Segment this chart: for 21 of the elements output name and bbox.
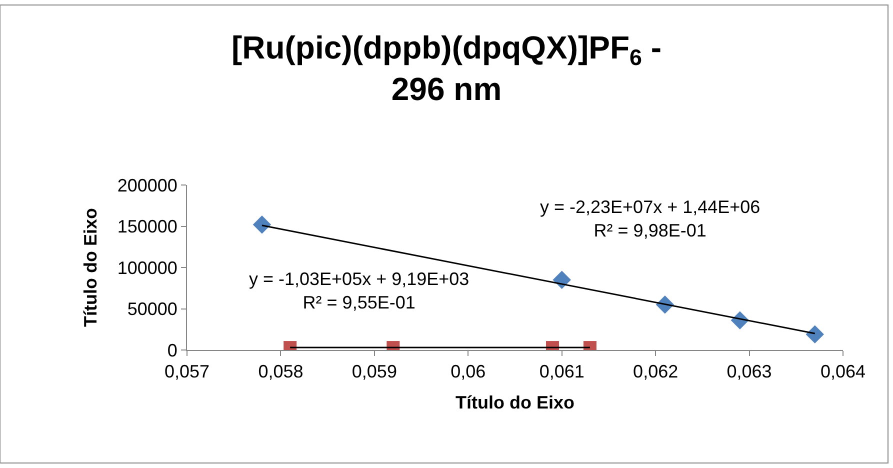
x-tick-label: 0,06 <box>450 362 486 382</box>
y-tick-label: 150000 <box>117 216 178 237</box>
y-axis-title: Título do Eixo <box>80 208 101 327</box>
x-tick-label: 0,063 <box>726 362 772 382</box>
x-tick-label: 0,057 <box>164 362 210 382</box>
x-axis-title: Título do Eixo <box>456 392 574 413</box>
y-tick-label: 0 <box>167 340 178 360</box>
y-tick-label: 200000 <box>117 175 178 196</box>
x-tick-label: 0,064 <box>820 362 866 382</box>
annotation: y = -1,03E+05x + 9,19E+03 R² = 9,55E-01 <box>249 269 470 312</box>
x-tick-label: 0,061 <box>539 362 584 382</box>
x-tick-label: 0,059 <box>352 362 397 382</box>
y-tick-label: 50000 <box>127 299 178 320</box>
y-tick-label: 100000 <box>117 258 178 278</box>
chart-title: [Ru(pic)(dppb)(dpqQX)]PF$_{6}$ - 296 nm <box>231 30 662 108</box>
point <box>552 270 571 289</box>
annotation: y = -2,23E+07x + 1,44E+06 R² = 9,98E-01 <box>540 197 760 240</box>
x-tick-label: 0,058 <box>258 362 304 382</box>
point <box>252 216 272 234</box>
point <box>806 325 824 344</box>
x-tick-label: 0,062 <box>633 362 678 382</box>
